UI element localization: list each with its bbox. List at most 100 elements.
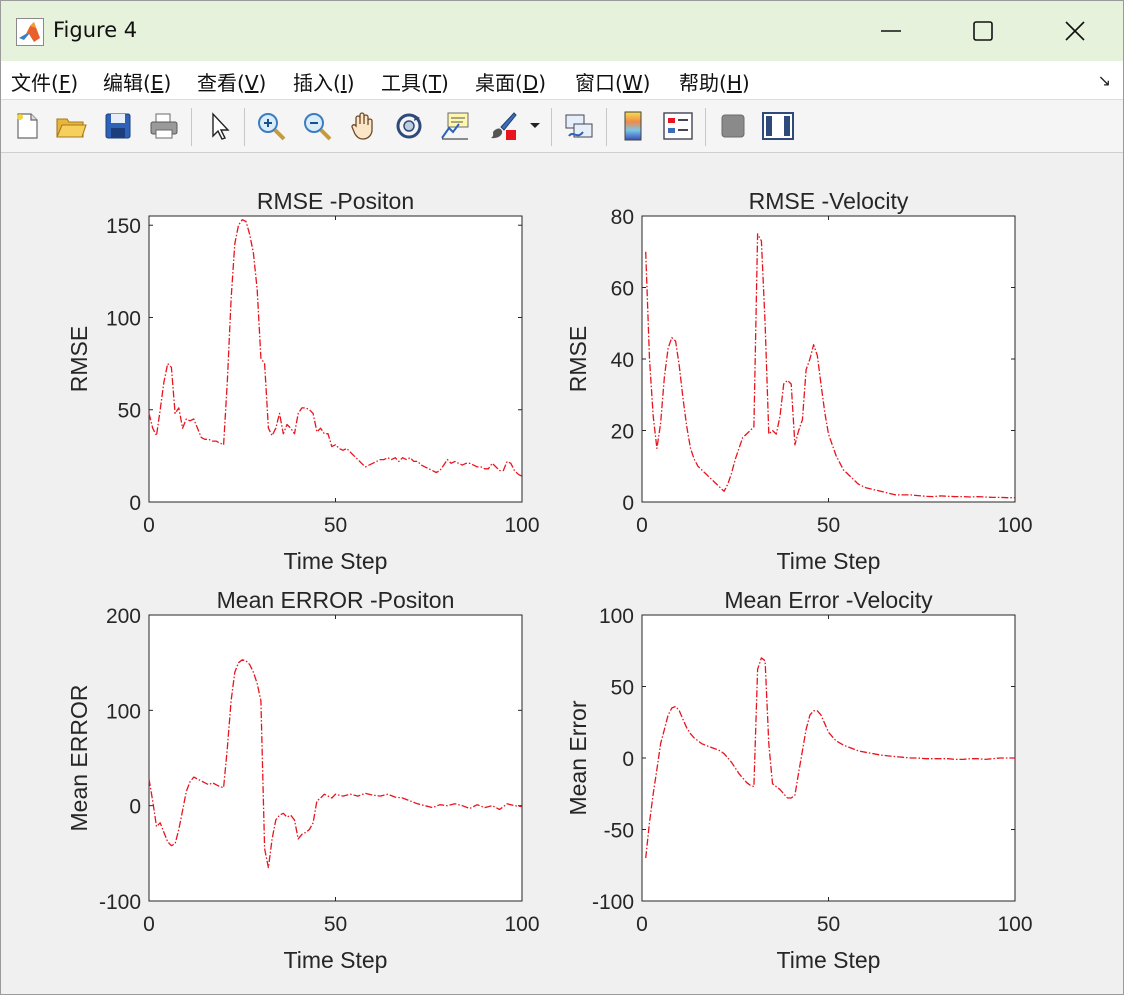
save-icon — [105, 113, 131, 139]
minimize-button[interactable] — [845, 1, 937, 61]
menu-edit[interactable]: 编辑(E) — [103, 71, 172, 95]
axes-box — [148, 614, 523, 902]
brush-dropdown-button[interactable] — [525, 108, 545, 144]
link-plot-button[interactable] — [561, 108, 597, 144]
x-axis-label: Time Step — [777, 548, 881, 574]
close-button[interactable] — [1029, 1, 1121, 61]
toolbar-separator — [191, 108, 192, 146]
axes-box — [148, 215, 523, 503]
x-tick-label: 50 — [817, 913, 840, 936]
x-tick-label: 0 — [636, 514, 648, 537]
window-title: Figure 4 — [53, 18, 138, 42]
y-tick-label: 100 — [599, 605, 634, 628]
new-figure-icon — [17, 113, 38, 139]
colorbar-button[interactable] — [615, 108, 651, 144]
show-plot-tools-button[interactable] — [760, 108, 796, 144]
rotate-3d-button[interactable] — [391, 108, 427, 144]
subplot-1: 0 50 100 0 50 100 150 RMSE -Positon Time Step RMS… — [66, 188, 540, 574]
toolbar-separator — [705, 108, 706, 146]
minimize-icon — [881, 30, 901, 32]
x-tick-label: 50 — [324, 913, 347, 936]
figure-toolbar — [1, 100, 1123, 153]
print-icon — [150, 113, 178, 139]
x-tick-label: 100 — [504, 913, 539, 936]
x-tick-label: 100 — [997, 514, 1032, 537]
legend-icon — [663, 112, 693, 140]
chart-title: RMSE -Velocity — [749, 188, 909, 214]
x-tick-label: 0 — [143, 913, 155, 936]
menu-tools[interactable]: 工具(T) — [381, 71, 449, 95]
dock-figure-icon[interactable]: ↘ — [1097, 71, 1111, 90]
close-icon — [1065, 21, 1085, 41]
y-tick-label: 100 — [106, 700, 141, 723]
y-tick-label: -100 — [99, 891, 141, 914]
y-tick-label: 0 — [622, 748, 634, 771]
matlab-logo-icon — [16, 18, 44, 46]
select-button[interactable] — [201, 108, 237, 144]
toolbar-separator — [606, 108, 607, 146]
y-axis-label: RMSE — [66, 326, 92, 392]
series-line — [148, 659, 523, 869]
hide-plot-tools-button[interactable] — [715, 108, 751, 144]
open-button[interactable] — [53, 108, 89, 144]
print-button[interactable] — [146, 108, 182, 144]
save-button[interactable] — [100, 108, 136, 144]
show-plot-tools-icon — [762, 112, 794, 140]
y-tick-label: 50 — [611, 677, 634, 700]
axes-box — [641, 215, 1016, 503]
colorbar-icon — [624, 111, 642, 141]
x-axis-label: Time Step — [284, 548, 388, 574]
x-tick-label: 100 — [504, 514, 539, 537]
data-cursor-button[interactable] — [437, 108, 473, 144]
menu-window[interactable]: 窗口(W) — [575, 71, 651, 95]
x-tick-label: 0 — [143, 514, 155, 537]
axes-box — [641, 614, 1016, 902]
series-line — [148, 219, 523, 477]
subplot-4: 0 50 100 -100 -50 0 50 100 Mean Error -Velocity T… — [565, 587, 1033, 973]
chart-title: Mean ERROR -Positon — [217, 587, 455, 613]
y-tick-label: -100 — [592, 891, 634, 914]
toolbar-separator — [551, 108, 552, 146]
rotate-3d-icon — [396, 113, 422, 139]
series-line — [645, 233, 1015, 499]
maximize-button[interactable] — [937, 1, 1029, 61]
series-line — [645, 657, 1015, 859]
maximize-icon — [973, 21, 993, 41]
open-icon — [56, 118, 87, 138]
data-cursor-icon — [441, 112, 469, 140]
y-tick-label: 0 — [129, 796, 141, 819]
brush-button[interactable] — [485, 108, 521, 144]
y-tick-label: -50 — [604, 820, 634, 843]
chart-title: Mean Error -Velocity — [724, 587, 933, 613]
chart-title: RMSE -Positon — [257, 188, 414, 214]
y-axis-label: Mean Error — [565, 700, 591, 815]
menu-insert[interactable]: 插入(I) — [293, 71, 355, 95]
x-tick-label: 0 — [636, 913, 648, 936]
zoom-out-button[interactable] — [299, 108, 335, 144]
pan-hand-icon — [351, 112, 373, 140]
legend-button[interactable] — [660, 108, 696, 144]
y-axis-label: RMSE — [565, 326, 591, 392]
y-tick-label: 40 — [611, 349, 634, 372]
new-figure-button[interactable] — [9, 108, 45, 144]
link-plot-icon — [565, 114, 593, 138]
menu-bar: 文件(F) 编辑(E) 查看(V) 插入(I) 工具(T) 桌面(D) 窗口(W… — [1, 61, 1123, 100]
menu-file[interactable]: 文件(F) — [11, 71, 79, 95]
y-tick-label: 0 — [129, 492, 141, 515]
x-tick-label: 50 — [817, 514, 840, 537]
y-tick-label: 80 — [611, 206, 634, 229]
select-arrow-icon — [212, 112, 230, 140]
x-tick-label: 50 — [324, 514, 347, 537]
pan-button[interactable] — [345, 108, 381, 144]
zoom-in-button[interactable] — [253, 108, 289, 144]
x-axis-label: Time Step — [284, 947, 388, 973]
menu-view[interactable]: 查看(V) — [197, 71, 267, 95]
menu-desktop[interactable]: 桌面(D) — [475, 71, 547, 95]
zoom-in-icon — [258, 113, 286, 141]
menu-help[interactable]: 帮助(H) — [679, 71, 750, 95]
y-tick-label: 60 — [611, 278, 634, 301]
zoom-out-icon — [304, 113, 332, 141]
